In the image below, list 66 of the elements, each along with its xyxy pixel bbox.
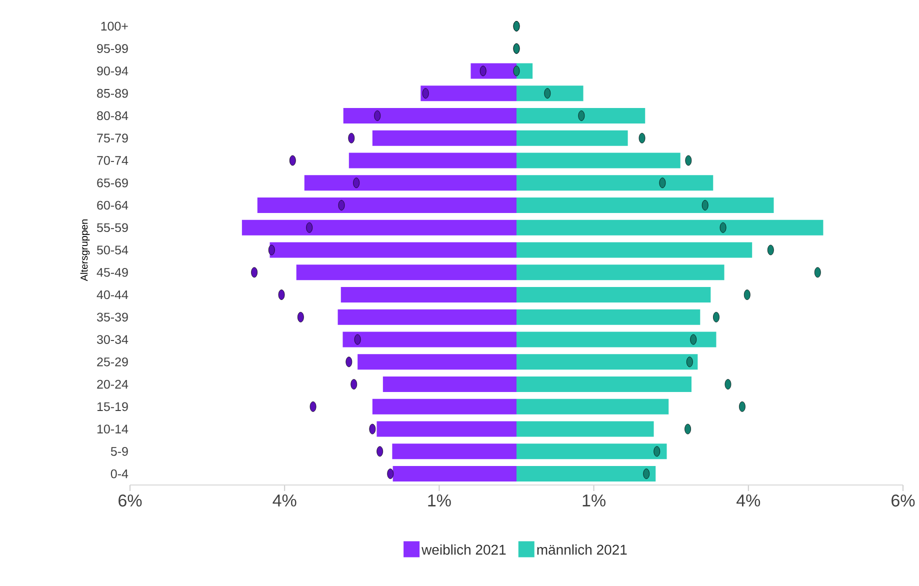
bar [516, 197, 774, 213]
bar [242, 220, 516, 236]
y-tick-label: 35-39 [96, 312, 128, 322]
y-tick-label: 95-99 [97, 44, 128, 53]
bar [516, 444, 667, 460]
bar [304, 175, 516, 191]
bar [516, 86, 584, 102]
bar [516, 466, 656, 482]
bar [392, 444, 516, 460]
bar [420, 86, 516, 102]
x-tick-label: 4% [736, 494, 760, 506]
bar [392, 466, 516, 482]
bar [382, 376, 516, 392]
bar [516, 421, 654, 437]
bar [516, 309, 700, 325]
y-tick-label: 0-4 [110, 469, 128, 478]
bar [372, 130, 516, 146]
bar [516, 332, 716, 348]
y-tick-label: 5-9 [110, 447, 128, 456]
bar [358, 354, 516, 370]
y-axis-title: Altersgruppen [80, 220, 90, 282]
legend-label: weiblich 2021 [422, 544, 506, 555]
bar [372, 398, 516, 414]
legend-label: männlich 2021 [537, 544, 627, 555]
bar [338, 309, 516, 325]
bar [348, 152, 516, 168]
y-tick-label: 60-64 [97, 200, 128, 210]
bar [376, 421, 516, 437]
bar [516, 398, 669, 414]
y-tick-label: 70-74 [97, 156, 128, 165]
x-tick-label: 6% [892, 494, 915, 507]
y-tick-label: 65-69 [97, 178, 128, 188]
bar [296, 264, 516, 280]
y-tick-label: 50-54 [97, 246, 128, 254]
y-tick-label: 20-24 [97, 380, 128, 389]
bar [340, 287, 516, 303]
bar [516, 152, 680, 168]
y-tick-label: 15-19 [97, 402, 128, 412]
bar [516, 175, 714, 191]
y-tick-label: 30-34 [96, 335, 128, 344]
bar [516, 376, 692, 392]
y-tick-label: 75-79 [97, 134, 128, 143]
bar [516, 354, 698, 370]
bar [516, 108, 646, 124]
bar [516, 220, 824, 236]
y-tick-label: 85-89 [97, 88, 128, 98]
bar [516, 242, 752, 258]
bar [516, 264, 724, 280]
y-tick-label: 55-59 [97, 223, 128, 232]
y-tick-label: 10-14 [97, 424, 128, 434]
y-tick-label: 80-84 [97, 111, 128, 120]
y-tick-label: 100+ [101, 22, 128, 31]
x-tick-label: 1% [428, 494, 451, 506]
bar [516, 130, 628, 146]
y-tick-label: 40-44 [96, 290, 128, 300]
x-tick-label: 1% [582, 494, 606, 506]
bar [270, 242, 516, 258]
bar [343, 108, 516, 124]
bar [516, 287, 711, 303]
bar [342, 332, 516, 348]
y-tick-label: 45-49 [96, 268, 128, 277]
x-tick-label: 4% [272, 494, 296, 506]
x-tick-label: 6% [118, 494, 142, 507]
y-tick-label: 90-94 [97, 66, 128, 76]
bar [257, 197, 516, 213]
y-tick-label: 25-29 [97, 357, 128, 366]
